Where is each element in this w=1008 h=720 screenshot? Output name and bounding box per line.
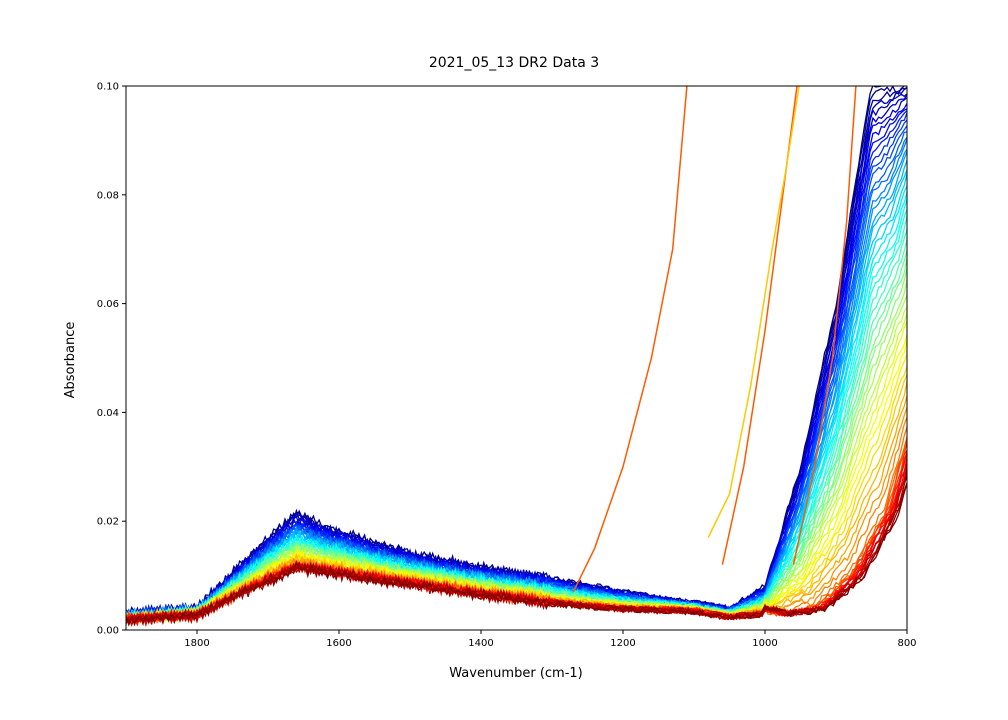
x-axis-label: Wavenumber (cm-1)	[449, 666, 582, 681]
y-axis: 0.00 0.02 0.04 0.06 0.08 0.10	[97, 82, 126, 637]
spectrum-line	[126, 148, 907, 622]
y-tick-label: 0.06	[97, 299, 119, 310]
x-axis: 1800 1600 1400 1200 1000 800	[184, 630, 917, 649]
outlier-spectrum-line	[792, 86, 857, 565]
spectrum-line	[126, 483, 907, 627]
y-tick-label: 0.02	[97, 517, 119, 528]
x-tick-label: 800	[897, 638, 916, 649]
chart-title: 2021_05_13 DR2 Data 3	[429, 55, 599, 71]
x-tick-label: 1400	[468, 638, 493, 649]
x-tick-label: 1800	[184, 638, 209, 649]
y-tick-label: 0.10	[97, 82, 119, 93]
plot-frame	[125, 85, 908, 631]
x-tick-label: 1200	[610, 638, 635, 649]
x-tick-label: 1600	[326, 638, 351, 649]
spectrum-line	[126, 482, 907, 627]
outlier-spectrum-line	[572, 86, 688, 593]
y-tick-label: 0.08	[97, 190, 119, 201]
y-tick-label: 0.00	[97, 626, 119, 637]
y-axis-label: Absorbance	[63, 322, 78, 399]
outlier-spectrum-line	[707, 86, 800, 538]
y-tick-label: 0.04	[97, 408, 119, 419]
series-layer	[126, 86, 907, 628]
x-tick-label: 1000	[752, 638, 777, 649]
